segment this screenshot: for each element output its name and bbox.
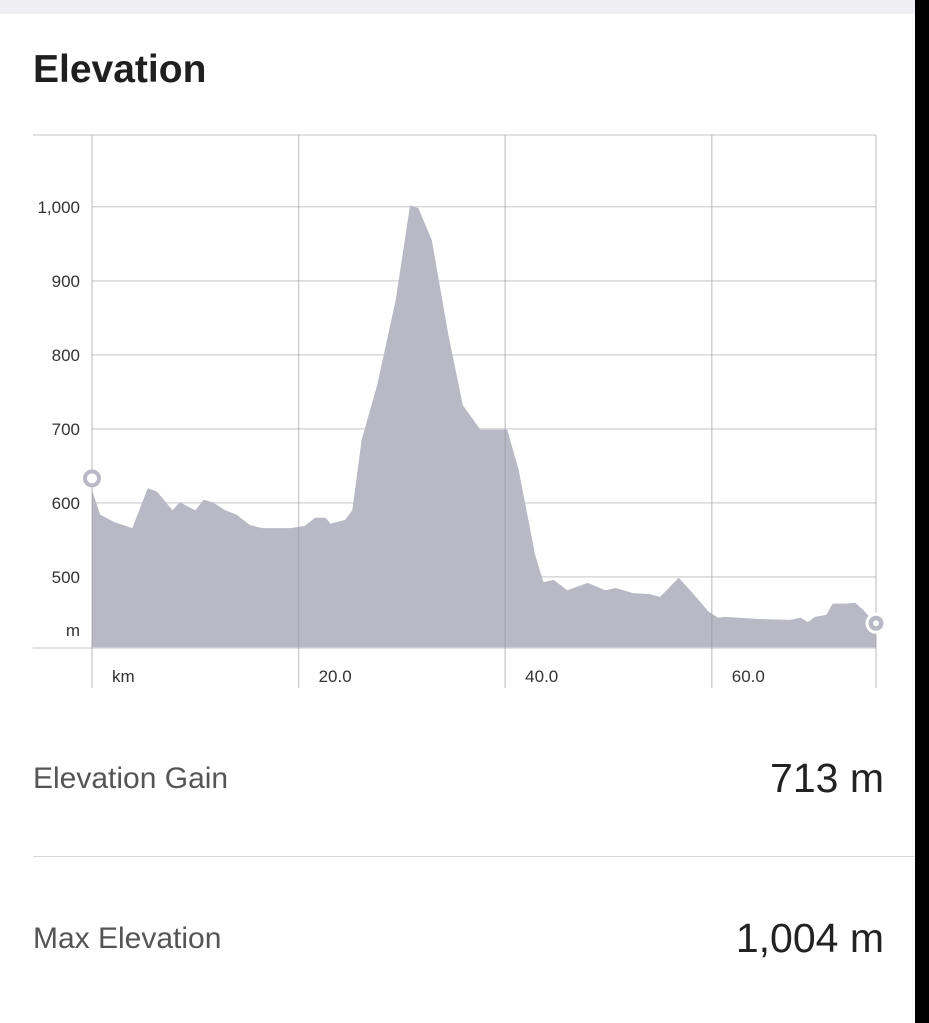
x-tick-label: 20.0	[319, 667, 352, 686]
y-tick-label: 600	[52, 494, 80, 513]
stat-row-max-elevation: Max Elevation 1,004 m	[33, 915, 884, 962]
stat-value: 713 m	[770, 755, 884, 801]
stat-value: 1,004 m	[735, 915, 884, 961]
screen-edge	[915, 0, 929, 1023]
x-tick-label: 40.0	[525, 667, 558, 686]
start-marker-icon	[83, 469, 101, 488]
stat-label: Max Elevation	[33, 921, 222, 955]
top-strip	[0, 0, 915, 14]
x-axis-unit: km	[112, 667, 135, 686]
stat-row-elevation-gain: Elevation Gain 713 m	[33, 755, 884, 802]
y-tick-label: 1,000	[37, 198, 80, 217]
end-marker-dot	[873, 620, 879, 627]
y-tick-label: 700	[52, 420, 80, 439]
y-axis-unit: m	[66, 621, 80, 640]
elevation-area	[92, 205, 876, 649]
x-tick-label: 60.0	[732, 667, 765, 686]
stat-label: Elevation Gain	[33, 761, 229, 795]
divider	[33, 856, 915, 857]
elevation-chart: 500 600 700 800 900 1,000 20.0 40.0 60.0 m km	[33, 134, 887, 688]
section-title: Elevation	[33, 48, 207, 91]
y-tick-label: 500	[52, 568, 80, 587]
y-tick-label: 800	[52, 346, 80, 365]
y-tick-label: 900	[52, 272, 80, 291]
